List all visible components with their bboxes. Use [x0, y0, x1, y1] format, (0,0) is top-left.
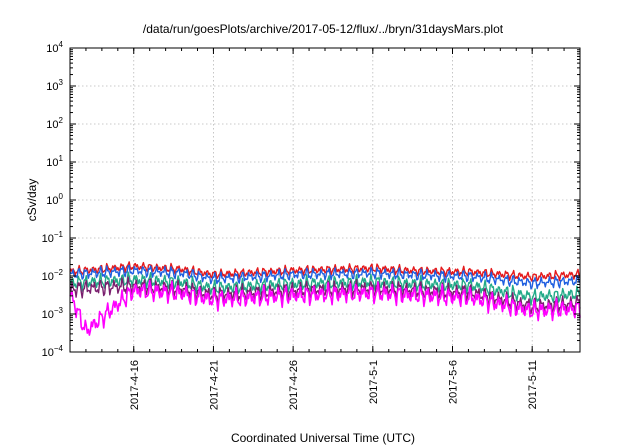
x-axis-label: Coordinated Universal Time (UTC) [231, 431, 415, 445]
y-axis-label: cSv/day [25, 179, 39, 222]
y-tick-label: 104 [46, 40, 63, 55]
y-tick-label: 100 [46, 192, 63, 207]
x-tick-label: 2017-4-21 [208, 360, 220, 410]
chart-title: /data/run/goesPlots/archive/2017-05-12/f… [143, 22, 504, 36]
series-group [69, 261, 581, 336]
y-tick-label: 10−2 [42, 268, 64, 283]
x-tick-label: 2017-5-6 [448, 360, 460, 404]
y-tick-label: 10−4 [42, 344, 64, 359]
x-tick-label: 2017-5-11 [527, 360, 539, 409]
series-line [69, 264, 581, 290]
y-tick-label: 103 [46, 78, 63, 93]
y-tick-label: 10−1 [42, 230, 64, 245]
y-tick-label: 10−3 [42, 306, 64, 321]
series-line [69, 279, 581, 336]
y-tick-label: 101 [46, 154, 63, 169]
y-ticks: 10−4 10−3 10−2 10−1 100 101 102 103 104 [42, 40, 580, 359]
x-ticks: 2017-4-16 2017-4-21 2017-4-26 2017-5-1 2017-… [69, 48, 581, 410]
x-tick-label: 2017-5-1 [368, 360, 380, 404]
series-line [69, 261, 581, 282]
y-tick-label: 102 [46, 116, 63, 131]
x-tick-label: 2017-4-16 [129, 360, 141, 410]
x-tick-label: 2017-4-26 [288, 360, 300, 410]
